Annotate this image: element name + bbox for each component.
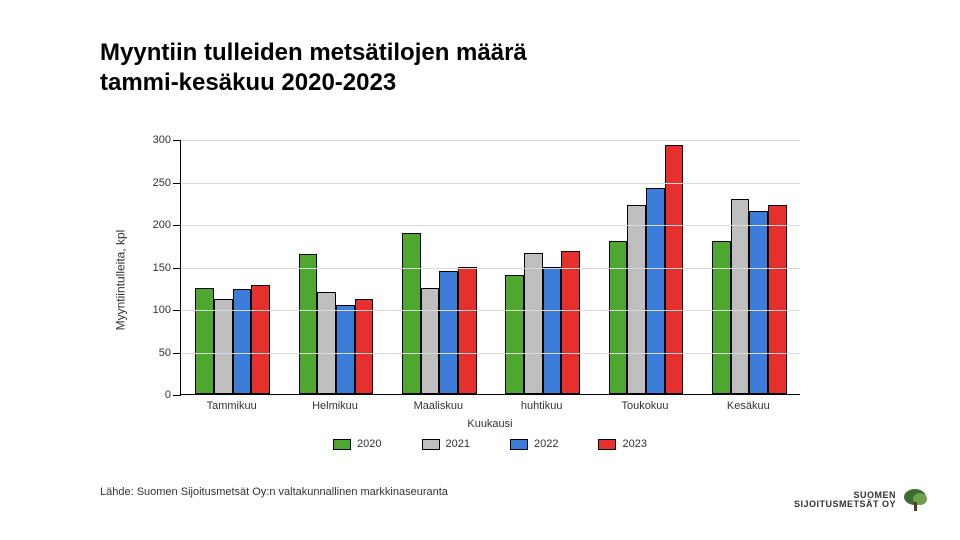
- y-tick: [173, 395, 181, 396]
- legend-item: 2022: [510, 438, 558, 450]
- bar: [712, 241, 731, 394]
- legend-label: 2022: [534, 438, 558, 450]
- y-tick-label: 50: [149, 347, 171, 359]
- bar: [749, 211, 768, 394]
- y-tick: [173, 268, 181, 269]
- bar: [627, 205, 646, 394]
- bar: [439, 271, 458, 394]
- y-axis-label: Myyntiintulleita, kpl: [113, 230, 127, 331]
- bar: [543, 267, 562, 395]
- bar: [524, 253, 543, 394]
- bar: [336, 305, 355, 394]
- company-logo: SUOMEN SIJOITUSMETSÄT OY: [794, 488, 930, 512]
- x-tick-label: Tammikuu: [207, 400, 257, 412]
- bar: [731, 199, 750, 395]
- gridline: [181, 268, 800, 269]
- y-tick-label: 0: [149, 389, 171, 401]
- y-tick: [173, 225, 181, 226]
- y-tick: [173, 183, 181, 184]
- gridline: [181, 310, 800, 311]
- plot-region: 050100150200250300: [180, 140, 800, 395]
- legend-swatch: [510, 439, 528, 450]
- chart-area: Myyntiintulleita, kpl 050100150200250300…: [140, 140, 820, 420]
- x-axis-label: Kuukausi: [180, 418, 800, 430]
- legend-swatch: [333, 439, 351, 450]
- bar: [402, 233, 421, 395]
- y-tick-label: 250: [149, 177, 171, 189]
- x-tick-label: huhtikuu: [521, 400, 563, 412]
- bar: [646, 188, 665, 394]
- bar: [609, 241, 628, 394]
- tree-icon: [902, 488, 930, 512]
- source-text: Lähde: Suomen Sijoitusmetsät Oy:n valtak…: [100, 486, 448, 498]
- title-line2: tammi-kesäkuu 2020-2023: [100, 69, 396, 96]
- bar: [317, 292, 336, 394]
- y-tick-label: 300: [149, 134, 171, 146]
- bar: [233, 289, 252, 394]
- title-line1: Myyntiin tulleiden metsätilojen määrä: [100, 39, 527, 66]
- y-tick: [173, 353, 181, 354]
- chart-title: Myyntiin tulleiden metsätilojen määrä ta…: [100, 38, 527, 98]
- legend-swatch: [598, 439, 616, 450]
- y-tick: [173, 310, 181, 311]
- legend-item: 2020: [333, 438, 381, 450]
- legend-label: 2021: [446, 438, 470, 450]
- x-tick-label: Kesäkuu: [727, 400, 770, 412]
- bar: [561, 251, 580, 394]
- gridline: [181, 225, 800, 226]
- bar: [355, 299, 374, 394]
- y-tick-label: 150: [149, 262, 171, 274]
- bar: [458, 267, 477, 395]
- bar: [421, 288, 440, 394]
- x-tick-label: Maaliskuu: [414, 400, 464, 412]
- x-labels: Tammikuu Helmikuu Maaliskuu huhtikuu Toukoku…: [180, 400, 800, 418]
- legend-label: 2020: [357, 438, 381, 450]
- legend-item: 2023: [598, 438, 646, 450]
- bar: [214, 299, 233, 394]
- legend-label: 2023: [622, 438, 646, 450]
- bar: [768, 205, 787, 394]
- legend-item: 2021: [422, 438, 470, 450]
- logo-text: SUOMEN SIJOITUSMETSÄT OY: [794, 491, 896, 510]
- bar: [251, 285, 270, 394]
- gridline: [181, 140, 800, 141]
- bar: [505, 275, 524, 394]
- y-tick: [173, 140, 181, 141]
- gridline: [181, 353, 800, 354]
- bar: [299, 254, 318, 394]
- legend: 2020 2021 2022 2023: [180, 438, 800, 450]
- bar: [195, 288, 214, 394]
- legend-swatch: [422, 439, 440, 450]
- gridline: [181, 183, 800, 184]
- x-tick-label: Toukokuu: [621, 400, 668, 412]
- x-tick-label: Helmikuu: [312, 400, 358, 412]
- y-tick-label: 200: [149, 219, 171, 231]
- y-tick-label: 100: [149, 304, 171, 316]
